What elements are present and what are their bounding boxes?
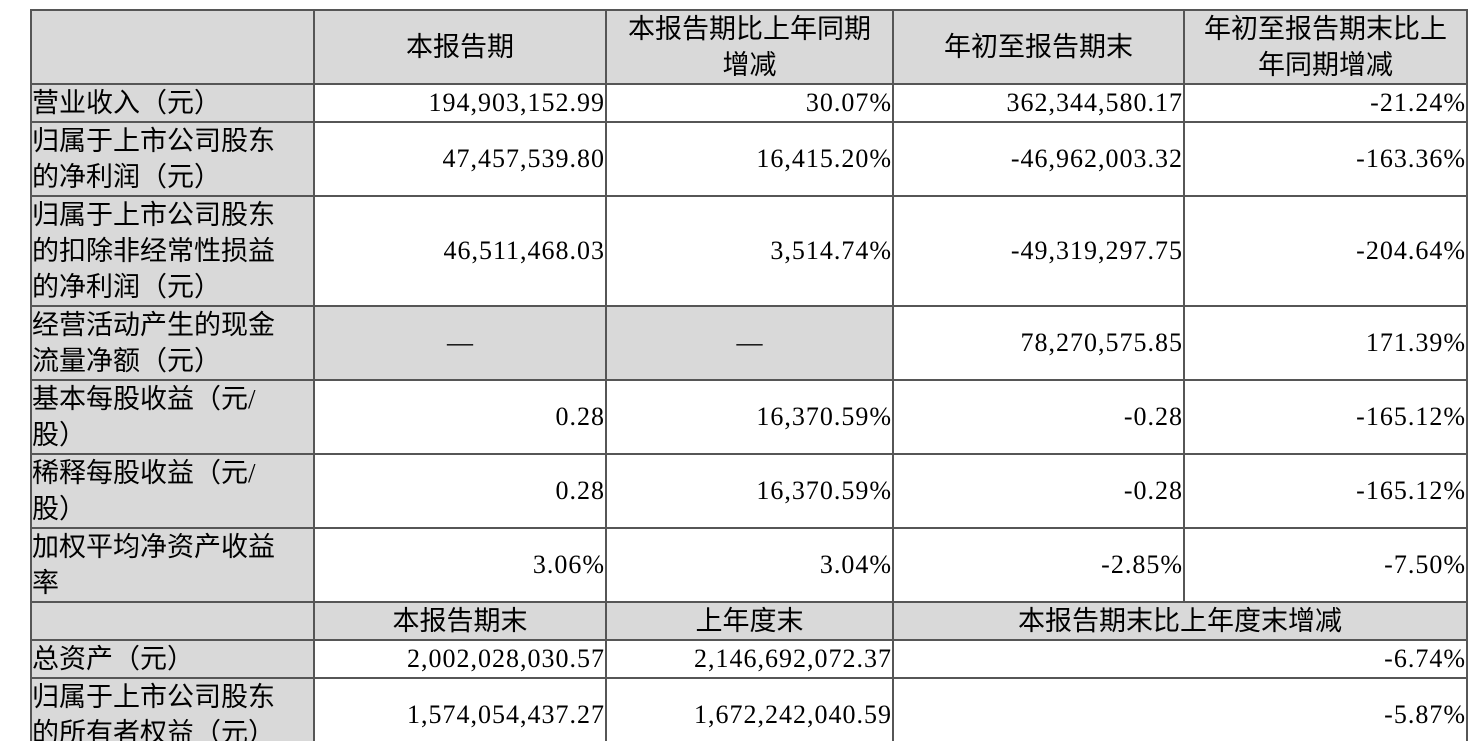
table-row-revenue: 营业收入（元） 194,903,152.99 30.07% 362,344,58…: [30, 83, 1468, 123]
table-row-net-profit-excl-nonrecurring: 归属于上市公司股东 的扣除非经常性损益 的净利润（元） 46,511,468.0…: [30, 195, 1468, 307]
cell-ytd-change: -204.64%: [1183, 195, 1468, 307]
table-header-row-balance: 本报告期末 上年度末 本报告期末比上年度末增减: [30, 601, 1468, 641]
row-label: 加权平均净资产收益 率: [30, 527, 315, 603]
header-ytd-yoy: 年初至报告期末比上 年同期增减: [1183, 9, 1468, 85]
cell-yoy-change: 16,370.59%: [605, 453, 894, 529]
row-label: 营业收入（元）: [30, 83, 315, 123]
cell-change: -5.87%: [892, 677, 1468, 741]
cell-yoy-change: 16,415.20%: [605, 121, 894, 197]
cell-ytd: -49,319,297.75: [892, 195, 1185, 307]
header-period-end: 本报告期末: [313, 601, 607, 641]
row-label: 归属于上市公司股东 的所有者权益（元）: [30, 677, 315, 741]
cell-prev-year-end: 2,146,692,072.37: [605, 639, 894, 679]
cell-yoy-change: 3,514.74%: [605, 195, 894, 307]
cell-ytd: -0.28: [892, 379, 1185, 455]
cell-current: 46,511,468.03: [313, 195, 607, 307]
cell-current: 0.28: [313, 379, 607, 455]
cell-ytd: -46,962,003.32: [892, 121, 1185, 197]
header-current-period: 本报告期: [313, 9, 607, 85]
cell-yoy-change: 3.04%: [605, 527, 894, 603]
cell-current: 3.06%: [313, 527, 607, 603]
cell-prev-year-end: 1,672,242,040.59: [605, 677, 894, 741]
cell-ytd: 362,344,580.17: [892, 83, 1185, 123]
header-corner-cell: [30, 601, 315, 641]
header-period-end-vs-prev: 本报告期末比上年度末增减: [892, 601, 1468, 641]
cell-ytd-change: -7.50%: [1183, 527, 1468, 603]
header-current-period-yoy: 本报告期比上年同期 增减: [605, 9, 894, 85]
table-row-net-profit: 归属于上市公司股东 的净利润（元） 47,457,539.80 16,415.2…: [30, 121, 1468, 197]
cell-ytd-change: -163.36%: [1183, 121, 1468, 197]
cell-ytd-change: -21.24%: [1183, 83, 1468, 123]
row-label: 基本每股收益（元/ 股）: [30, 379, 315, 455]
cell-yoy-change-dash: —: [605, 305, 894, 381]
table-row-weighted-avg-roe: 加权平均净资产收益 率 3.06% 3.04% -2.85% -7.50%: [30, 527, 1468, 603]
cell-period-end: 2,002,028,030.57: [313, 639, 607, 679]
cell-change: -6.74%: [892, 639, 1468, 679]
row-label: 稀释每股收益（元/ 股）: [30, 453, 315, 529]
cell-period-end: 1,574,054,437.27: [313, 677, 607, 741]
row-label: 归属于上市公司股东 的净利润（元）: [30, 121, 315, 197]
key-financials-table: 本报告期 本报告期比上年同期 增减 年初至报告期末 年初至报告期末比上 年同期增…: [30, 9, 1468, 741]
cell-ytd: 78,270,575.85: [892, 305, 1185, 381]
cell-yoy-change: 30.07%: [605, 83, 894, 123]
header-corner-cell: [30, 9, 315, 85]
header-ytd: 年初至报告期末: [892, 9, 1185, 85]
cell-ytd-change: -165.12%: [1183, 453, 1468, 529]
table-row-diluted-eps: 稀释每股收益（元/ 股） 0.28 16,370.59% -0.28 -165.…: [30, 453, 1468, 529]
cell-current: 194,903,152.99: [313, 83, 607, 123]
table-header-row-quarter: 本报告期 本报告期比上年同期 增减 年初至报告期末 年初至报告期末比上 年同期增…: [30, 9, 1468, 85]
cell-ytd-change: 171.39%: [1183, 305, 1468, 381]
cell-ytd: -0.28: [892, 453, 1185, 529]
cell-ytd: -2.85%: [892, 527, 1185, 603]
cell-current: 0.28: [313, 453, 607, 529]
cell-ytd-change: -165.12%: [1183, 379, 1468, 455]
cell-current-dash: —: [313, 305, 607, 381]
table-row-basic-eps: 基本每股收益（元/ 股） 0.28 16,370.59% -0.28 -165.…: [30, 379, 1468, 455]
row-label: 总资产（元）: [30, 639, 315, 679]
table-row-operating-cash-flow: 经营活动产生的现金 流量净额（元） — — 78,270,575.85 171.…: [30, 305, 1468, 381]
header-prev-year-end: 上年度末: [605, 601, 894, 641]
row-label: 经营活动产生的现金 流量净额（元）: [30, 305, 315, 381]
cell-current: 47,457,539.80: [313, 121, 607, 197]
cell-yoy-change: 16,370.59%: [605, 379, 894, 455]
table-row-equity: 归属于上市公司股东 的所有者权益（元） 1,574,054,437.27 1,6…: [30, 677, 1468, 741]
row-label: 归属于上市公司股东 的扣除非经常性损益 的净利润（元）: [30, 195, 315, 307]
table-row-total-assets: 总资产（元） 2,002,028,030.57 2,146,692,072.37…: [30, 639, 1468, 679]
